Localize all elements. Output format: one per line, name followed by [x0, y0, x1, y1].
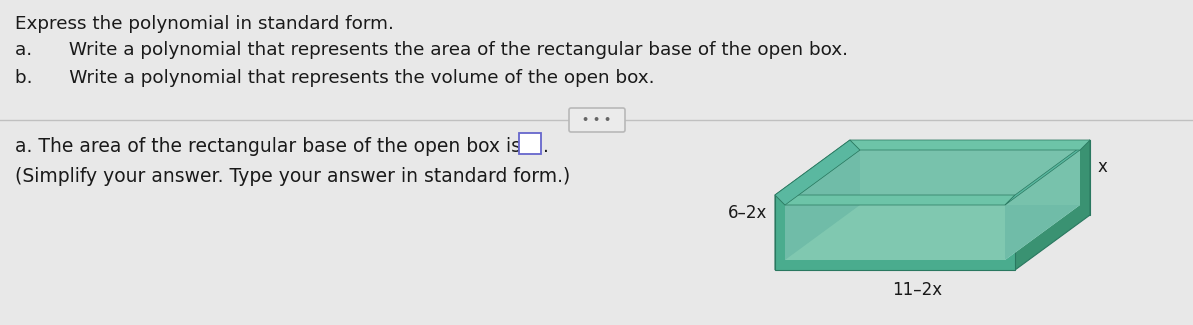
Polygon shape	[860, 150, 1080, 205]
FancyBboxPatch shape	[569, 108, 625, 132]
Polygon shape	[849, 140, 1090, 150]
Text: (Simplify your answer. Type your answer in standard form.): (Simplify your answer. Type your answer …	[16, 167, 570, 186]
Polygon shape	[775, 195, 1015, 205]
Text: 6–2x: 6–2x	[728, 203, 767, 222]
Polygon shape	[785, 150, 860, 260]
Text: b.  Write a polynomial that represents the volume of the open box.: b. Write a polynomial that represents th…	[16, 69, 655, 87]
Polygon shape	[775, 195, 1015, 270]
Polygon shape	[775, 140, 849, 270]
Polygon shape	[849, 140, 1090, 215]
Text: • • •: • • •	[582, 115, 612, 125]
Text: x: x	[1098, 159, 1108, 176]
Polygon shape	[1005, 150, 1080, 260]
Polygon shape	[1005, 140, 1090, 205]
Polygon shape	[1015, 140, 1090, 270]
Text: 11–2x: 11–2x	[892, 281, 942, 299]
Polygon shape	[775, 140, 860, 205]
Text: a. The area of the rectangular base of the open box is: a. The area of the rectangular base of t…	[16, 137, 521, 156]
Bar	[519, 133, 540, 154]
Polygon shape	[785, 205, 1080, 260]
Polygon shape	[785, 205, 1005, 260]
Text: a.  Write a polynomial that represents the area of the rectangular base of the o: a. Write a polynomial that represents th…	[16, 41, 848, 59]
Text: .: .	[543, 137, 549, 156]
Text: Express the polynomial in standard form.: Express the polynomial in standard form.	[16, 15, 394, 33]
